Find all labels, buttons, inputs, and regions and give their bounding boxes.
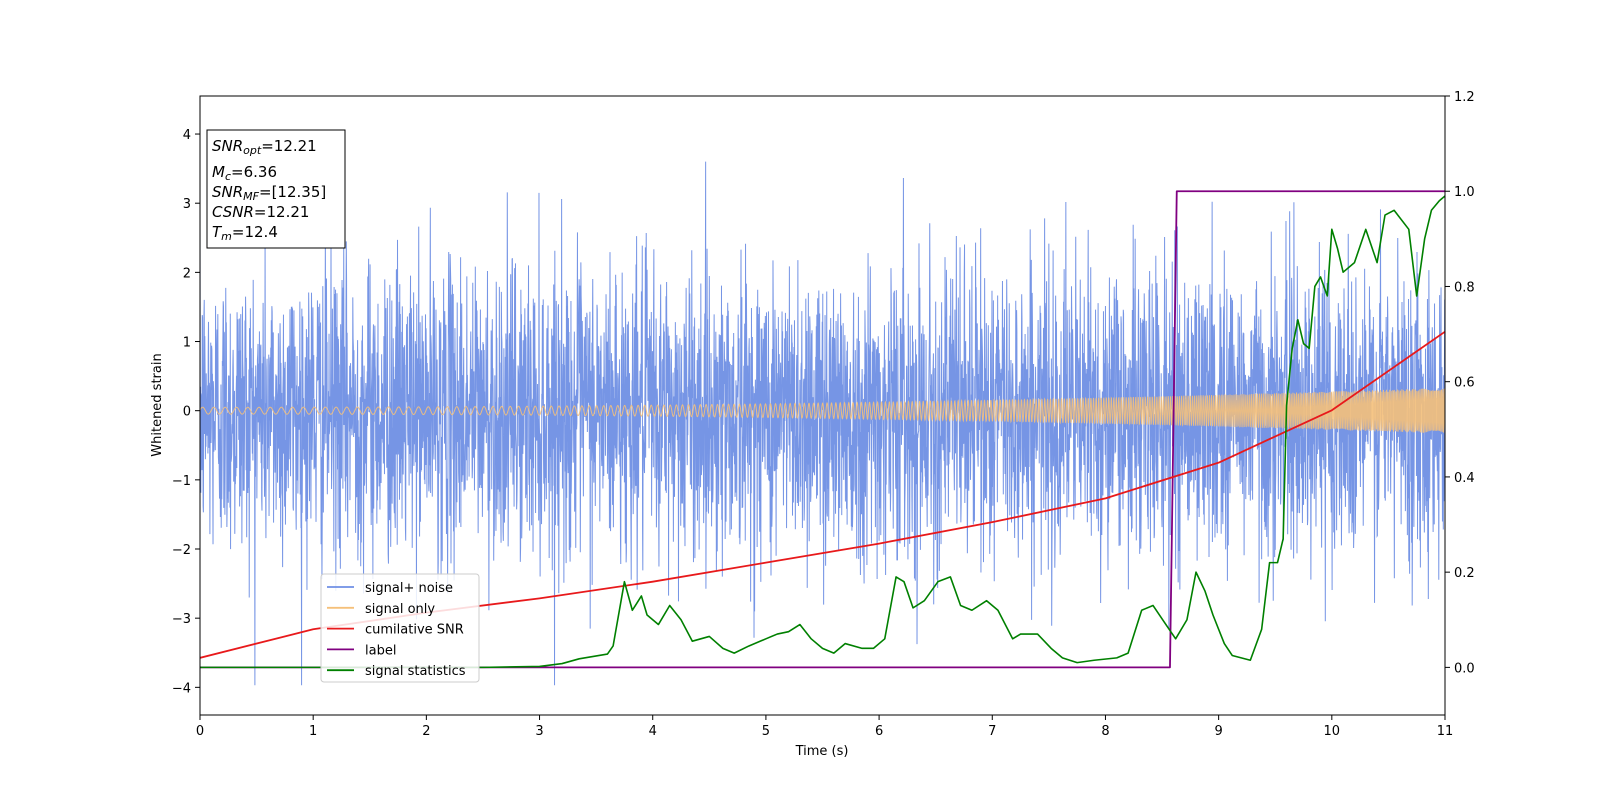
x-tick-label: 1	[309, 724, 317, 739]
y2-axis-right: 1.2 1.0 0.8 0.6 0.4 0.2 0.0	[1445, 90, 1475, 676]
y2-tick-label: 0.6	[1454, 376, 1475, 391]
info-box: SNRopt=12.21 Mc=6.36 SNRMF=[12.35] CSNR=…	[206, 129, 346, 249]
y-axis: 4 3 2 1 0 −1 −2 −3 −4	[172, 128, 200, 696]
legend: signal+ noise signal only cumilative SNR la…	[320, 573, 480, 683]
y2-tick-label: 1.0	[1454, 185, 1475, 200]
legend-entries: signal+ noise signal only cumilative SNR la…	[327, 581, 466, 679]
info-mc: Mc=6.36	[212, 163, 277, 183]
info-snr-opt: SNRopt=12.21	[212, 137, 317, 157]
x-axis: 0 1 2 3 4 5 6 7 8 9 10 11	[196, 715, 1453, 739]
x-axis-label: Time (s)	[795, 744, 849, 759]
series-signal-statistics	[200, 195, 1445, 669]
x-tick-label: 11	[1437, 724, 1454, 739]
x-tick-label: 3	[535, 724, 543, 739]
y2-tick-label: 0.2	[1454, 566, 1475, 581]
y-tick-label: 2	[183, 266, 191, 281]
series-signal-only	[200, 388, 1445, 434]
x-tick-label: 6	[875, 724, 883, 739]
y2-tick-label: 0.4	[1454, 471, 1475, 486]
y-tick-label: 3	[183, 197, 191, 212]
x-tick-label: 0	[196, 724, 204, 739]
y-tick-label: 1	[183, 336, 191, 351]
legend-label: signal+ noise	[365, 581, 453, 596]
legend-label: cumilative SNR	[365, 623, 464, 638]
x-tick-label: 9	[1214, 724, 1222, 739]
y-tick-label: −4	[172, 681, 191, 696]
info-box-frame	[206, 129, 346, 249]
plot-frame	[199, 95, 1446, 716]
info-snr-mf: SNRMF=[12.35]	[212, 183, 326, 203]
x-tick-label: 4	[649, 724, 657, 739]
y2-tick-label: 1.2	[1454, 90, 1475, 105]
y2-tick-label: 0.8	[1454, 280, 1475, 295]
x-tick-label: 2	[422, 724, 430, 739]
x-tick-label: 8	[1101, 724, 1109, 739]
x-tick-label: 10	[1324, 724, 1341, 739]
y-tick-label: −1	[172, 474, 191, 489]
legend-label: signal only	[365, 602, 435, 617]
legend-label: signal statistics	[365, 664, 466, 679]
y-tick-label: 0	[183, 405, 191, 420]
x-tick-label: 7	[988, 724, 996, 739]
x-tick-label: 5	[762, 724, 770, 739]
y-axis-label: Whitened strain	[150, 353, 165, 456]
info-tm: Tm=12.4	[212, 223, 278, 243]
series-label	[200, 190, 1445, 669]
legend-label: label	[365, 643, 396, 658]
legend-frame	[320, 573, 480, 683]
info-csnr: CSNR=12.21	[212, 203, 309, 221]
y-tick-label: 4	[183, 128, 191, 143]
y-tick-label: −2	[172, 543, 191, 558]
y2-tick-label: 0.0	[1454, 661, 1475, 676]
y-tick-label: −3	[172, 612, 191, 627]
